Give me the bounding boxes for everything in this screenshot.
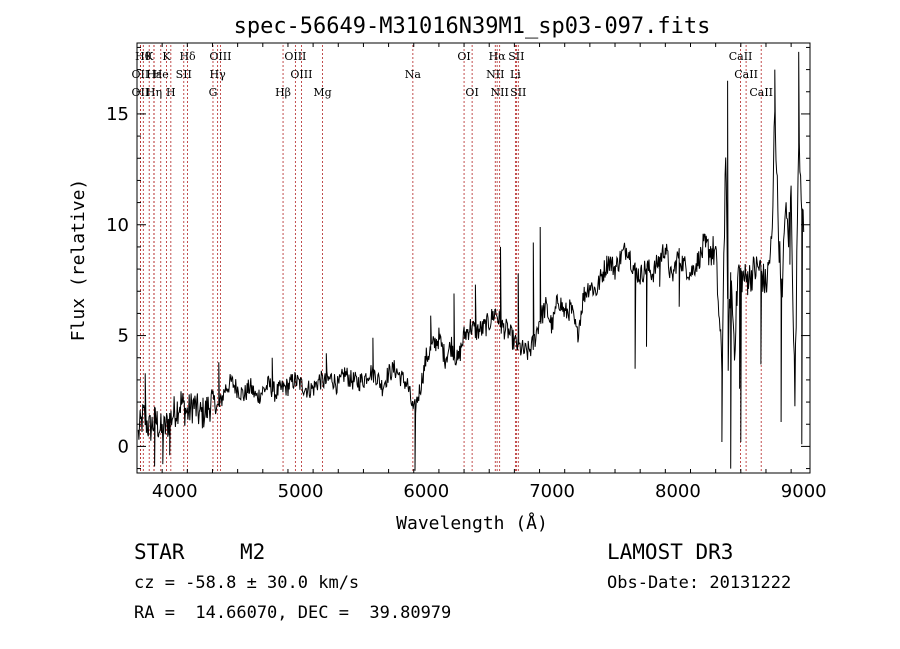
object-subclass: M2 [240, 540, 266, 564]
line-label-13: OIII [209, 50, 231, 63]
x-tick-label-9000: 9000 [781, 481, 827, 502]
object-class: STAR [134, 540, 185, 564]
line-label-20: OI [465, 86, 478, 99]
line-label-10: Hδ [179, 50, 196, 63]
line-label-14: Hβ [275, 86, 291, 99]
y-tick-label-5: 5 [118, 326, 129, 347]
x-axis: 4000 5000 6000 7000 8000 9000 [136, 43, 827, 502]
line-label-0: Hθ [135, 50, 152, 63]
line-label-1: OII [132, 68, 150, 81]
line-label-26: SII [510, 86, 526, 99]
line-label-28: CaII [734, 68, 758, 81]
chart-title: spec-56649-M31016N39M1_sp03-097.fits [234, 14, 711, 39]
line-label-12: Hγ [210, 68, 227, 81]
line-label-25: SII [508, 50, 524, 63]
line-label-27: CaII [729, 50, 753, 63]
y-tick-label-15: 15 [106, 104, 129, 125]
line-label-29: CaII [749, 86, 773, 99]
line-label-11: G [209, 86, 218, 99]
line-label-22: Hα [489, 50, 507, 63]
y-axis-label: Flux (relative) [68, 179, 89, 342]
x-tick-label-6000: 6000 [403, 481, 449, 502]
line-label-3: K [145, 50, 154, 63]
line-label-2: OII [132, 86, 150, 99]
line-label-7: K [162, 50, 171, 63]
line-label-8: H [166, 86, 176, 99]
line-label-6: He [153, 68, 169, 81]
line-label-5: Hη [146, 86, 162, 99]
line-label-21: NII [486, 68, 504, 81]
line-label-9: SII [176, 68, 192, 81]
redshift-velocity: cz = -58.8 ± 30.0 km/s [134, 573, 360, 593]
y-axis: 0 5 10 15 [106, 46, 810, 470]
spectral-line-markers [139, 45, 762, 472]
x-tick-label-8000: 8000 [655, 481, 701, 502]
line-label-15: OIII [284, 50, 306, 63]
x-tick-label-5000: 5000 [278, 481, 324, 502]
spectral-line-labels: HθOIIOIIKHεHηHeKHSIIHδGHγOIIIHβOIIIOIIIM… [132, 50, 773, 99]
y-tick-label-10: 10 [106, 215, 129, 236]
line-label-17: Mg [313, 86, 331, 99]
x-tick-label-7000: 7000 [529, 481, 575, 502]
survey-name: LAMOST DR3 [607, 540, 734, 564]
line-label-16: OIII [290, 68, 312, 81]
line-label-24: Li [510, 68, 521, 81]
x-axis-label: Wavelength (Å) [396, 512, 548, 534]
line-label-23: NII [491, 86, 509, 99]
y-tick-label-0: 0 [118, 436, 129, 457]
spectrum-series [137, 51, 805, 471]
observation-date: Obs-Date: 20131222 [607, 573, 792, 593]
line-label-4: Hε [146, 68, 162, 81]
coordinates: RA = 14.66070, DEC = 39.80979 [134, 603, 452, 623]
line-label-18: Na [405, 68, 422, 81]
x-tick-label-4000: 4000 [152, 481, 198, 502]
spectrum-line [137, 51, 805, 471]
line-label-19: OI [457, 50, 470, 63]
plot-frame [136, 42, 811, 474]
